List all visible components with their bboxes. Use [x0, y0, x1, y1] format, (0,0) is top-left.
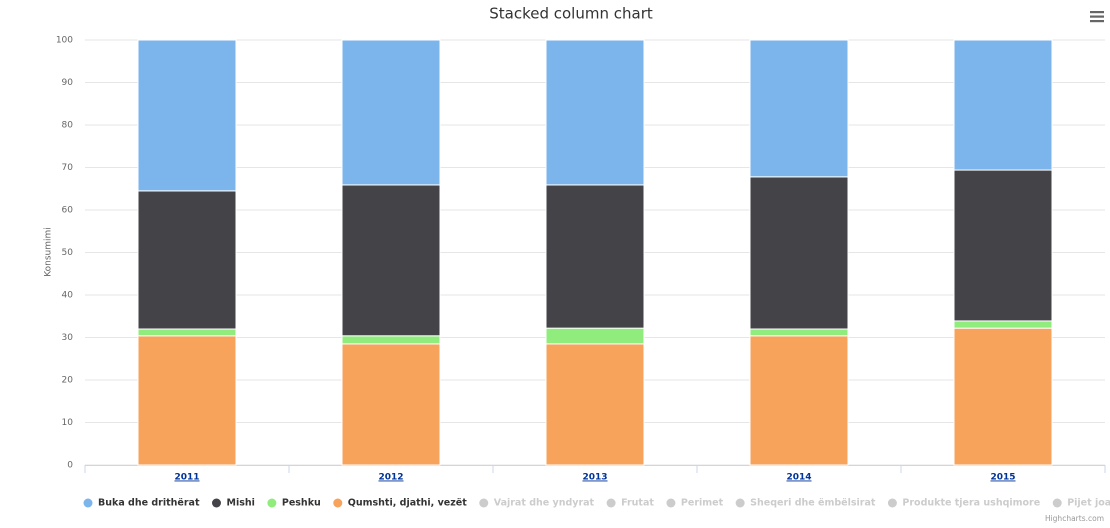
legend-label[interactable]: Qumshti, djathi, vezët — [348, 498, 467, 509]
x-tick-label[interactable]: 2014 — [786, 473, 811, 483]
y-tick-label: 20 — [62, 376, 74, 386]
legend-label[interactable]: Perimet — [681, 498, 724, 509]
legend-label[interactable]: Vajrat dhe yndyrat — [494, 498, 595, 509]
x-tick-label[interactable]: 2011 — [174, 473, 199, 483]
legend-symbol[interactable] — [211, 498, 221, 508]
legend-label[interactable]: Peshku — [282, 498, 321, 509]
bar-segment — [953, 327, 1053, 466]
x-tick-label[interactable]: 2015 — [990, 473, 1015, 483]
x-tick-label[interactable]: 2013 — [582, 473, 607, 483]
credit[interactable]: Highcharts.com — [1045, 514, 1104, 523]
menu-button[interactable] — [1090, 11, 1104, 23]
bar-segment — [341, 184, 441, 337]
y-tick-label: 100 — [56, 36, 73, 46]
y-tick-label: 90 — [62, 78, 74, 88]
y-tick-label: 60 — [62, 206, 74, 216]
menu-bar — [1090, 20, 1104, 23]
bar-segment — [545, 184, 645, 329]
bar-segment — [545, 343, 645, 466]
bar-segment — [137, 328, 237, 337]
y-tick-label: 80 — [62, 121, 74, 131]
bar-segment — [545, 327, 645, 345]
bar-segment — [341, 335, 441, 345]
y-axis-label: Konsumimi — [44, 227, 54, 277]
menu-bar — [1090, 11, 1104, 14]
bar-segment — [545, 39, 645, 186]
bar-segment — [341, 39, 441, 186]
legend-symbol[interactable] — [479, 498, 489, 508]
legend-symbol[interactable] — [83, 498, 93, 508]
bar-segment — [749, 39, 849, 178]
legend-symbol[interactable] — [333, 498, 343, 508]
legend-label[interactable]: Produkte tjera ushqimore — [902, 498, 1040, 509]
legend-symbol[interactable] — [735, 498, 745, 508]
bar-segment — [749, 328, 849, 337]
legend-label[interactable]: Sheqeri dhe ëmbëlsirat — [750, 498, 876, 509]
bar-segment — [953, 320, 1053, 329]
y-tick-label: 40 — [62, 291, 74, 301]
y-tick-label: 10 — [62, 418, 74, 428]
bar-segment — [953, 39, 1053, 171]
bar-segment — [137, 39, 237, 192]
legend-label[interactable]: Buka dhe drithërat — [98, 498, 200, 509]
bar-segment — [137, 335, 237, 466]
bar-segment — [749, 335, 849, 466]
legend-label[interactable]: Mishi — [226, 498, 254, 509]
chart-title: Stacked column chart — [489, 5, 653, 23]
y-tick-label: 30 — [62, 333, 74, 343]
bar-segment — [749, 176, 849, 330]
bar-segment — [341, 343, 441, 466]
legend-symbol[interactable] — [887, 498, 897, 508]
legend-label[interactable]: Frutat — [621, 498, 654, 509]
legend-label[interactable]: Pijet joalkoolike — [1067, 498, 1110, 509]
y-tick-label: 50 — [62, 248, 74, 258]
legend-symbol[interactable] — [606, 498, 616, 508]
x-tick-label[interactable]: 2012 — [378, 473, 403, 483]
bar-segment — [137, 190, 237, 330]
y-tick-label: 0 — [67, 461, 73, 471]
legend-symbol[interactable] — [666, 498, 676, 508]
legend-symbol[interactable] — [267, 498, 277, 508]
y-tick-label: 70 — [62, 163, 74, 173]
bar-segment — [953, 169, 1053, 322]
legend-symbol[interactable] — [1052, 498, 1062, 508]
menu-bar — [1090, 15, 1104, 18]
